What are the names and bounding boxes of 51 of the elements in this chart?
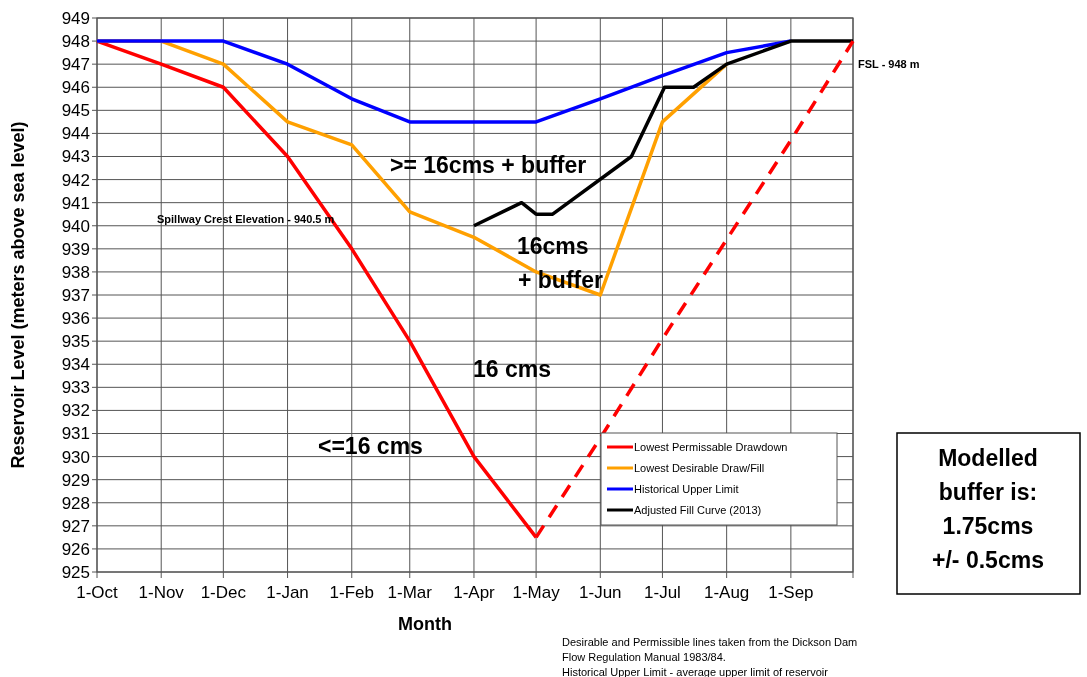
text: Flow Regulation Manual 1983/84. [562,651,726,663]
legend-label: Historical Upper Limit [634,482,739,495]
y-tick-label: 928 [61,493,90,513]
x-tick-label: 1-Apr [453,583,496,602]
annotation: 16 cms [473,356,552,383]
y-axis-title: Reservoir Level (meters above sea level) [8,121,28,469]
y-tick-label: 935 [61,332,90,352]
y-tick-label: 925 [61,562,90,582]
y-tick-label: 929 [61,470,90,490]
annotation: >= 16cms + buffer [390,152,587,179]
x-tick-label: 1-Oct [76,583,119,602]
y-tick-label: 940 [61,216,90,236]
y-tick-label: 945 [61,101,90,121]
text: Desirable and Permissible lines taken from the Dickson Dam [562,636,858,648]
text: Modelled buffer is: 1.75cms +/- 0.5cms [932,445,1044,573]
y-tick-label: 933 [61,378,90,398]
x-tick-label: 1-Aug [703,583,750,602]
legend-label: Lowest Permissable Drawdown [634,440,788,453]
y-tick-label: 948 [61,32,90,52]
x-tick-label: 1-Nov [138,583,185,602]
x-tick-label: 1-Jul [644,583,681,602]
x-tick-label: 1-Dec [200,583,247,602]
y-tick-label: 932 [61,401,90,421]
y-tick-label: 942 [61,170,90,190]
y-tick-label: 931 [61,424,90,444]
y-tick-label: 943 [61,147,90,167]
y-tick-label: 938 [61,262,90,282]
y-tick-label: 947 [61,55,90,75]
x-tick-label: 1-Jan [266,583,309,602]
y-tick-label: 926 [61,539,90,559]
y-tick-label: 946 [61,78,90,98]
x-tick-label: 1-Sep [768,583,814,602]
x-axis-title: Month [398,614,452,634]
y-tick-label: 939 [61,239,90,259]
text: FSL - 948 m [858,57,920,70]
x-tick-label: 1-Feb [329,583,374,602]
y-tick-label: 949 [61,8,90,28]
y-tick-label: 941 [61,193,90,213]
y-tick-label: 934 [61,355,90,375]
annotation: <=16 cms [318,433,423,460]
x-tick-label: 1-Mar [387,583,433,602]
legend-label: Lowest Desirable Draw/Fill [634,461,765,474]
y-tick-label: 927 [61,516,90,536]
y-tick-label: 936 [61,309,90,329]
y-tick-label: 930 [61,447,90,467]
x-tick-label: 1-May [512,583,561,602]
y-tick-label: 944 [61,124,90,144]
annotation: 16cms [517,233,589,260]
y-tick-label: 937 [61,285,90,305]
x-tick-label: 1-Jun [579,583,622,602]
legend-label: Adjusted Fill Curve (2013) [634,503,762,516]
